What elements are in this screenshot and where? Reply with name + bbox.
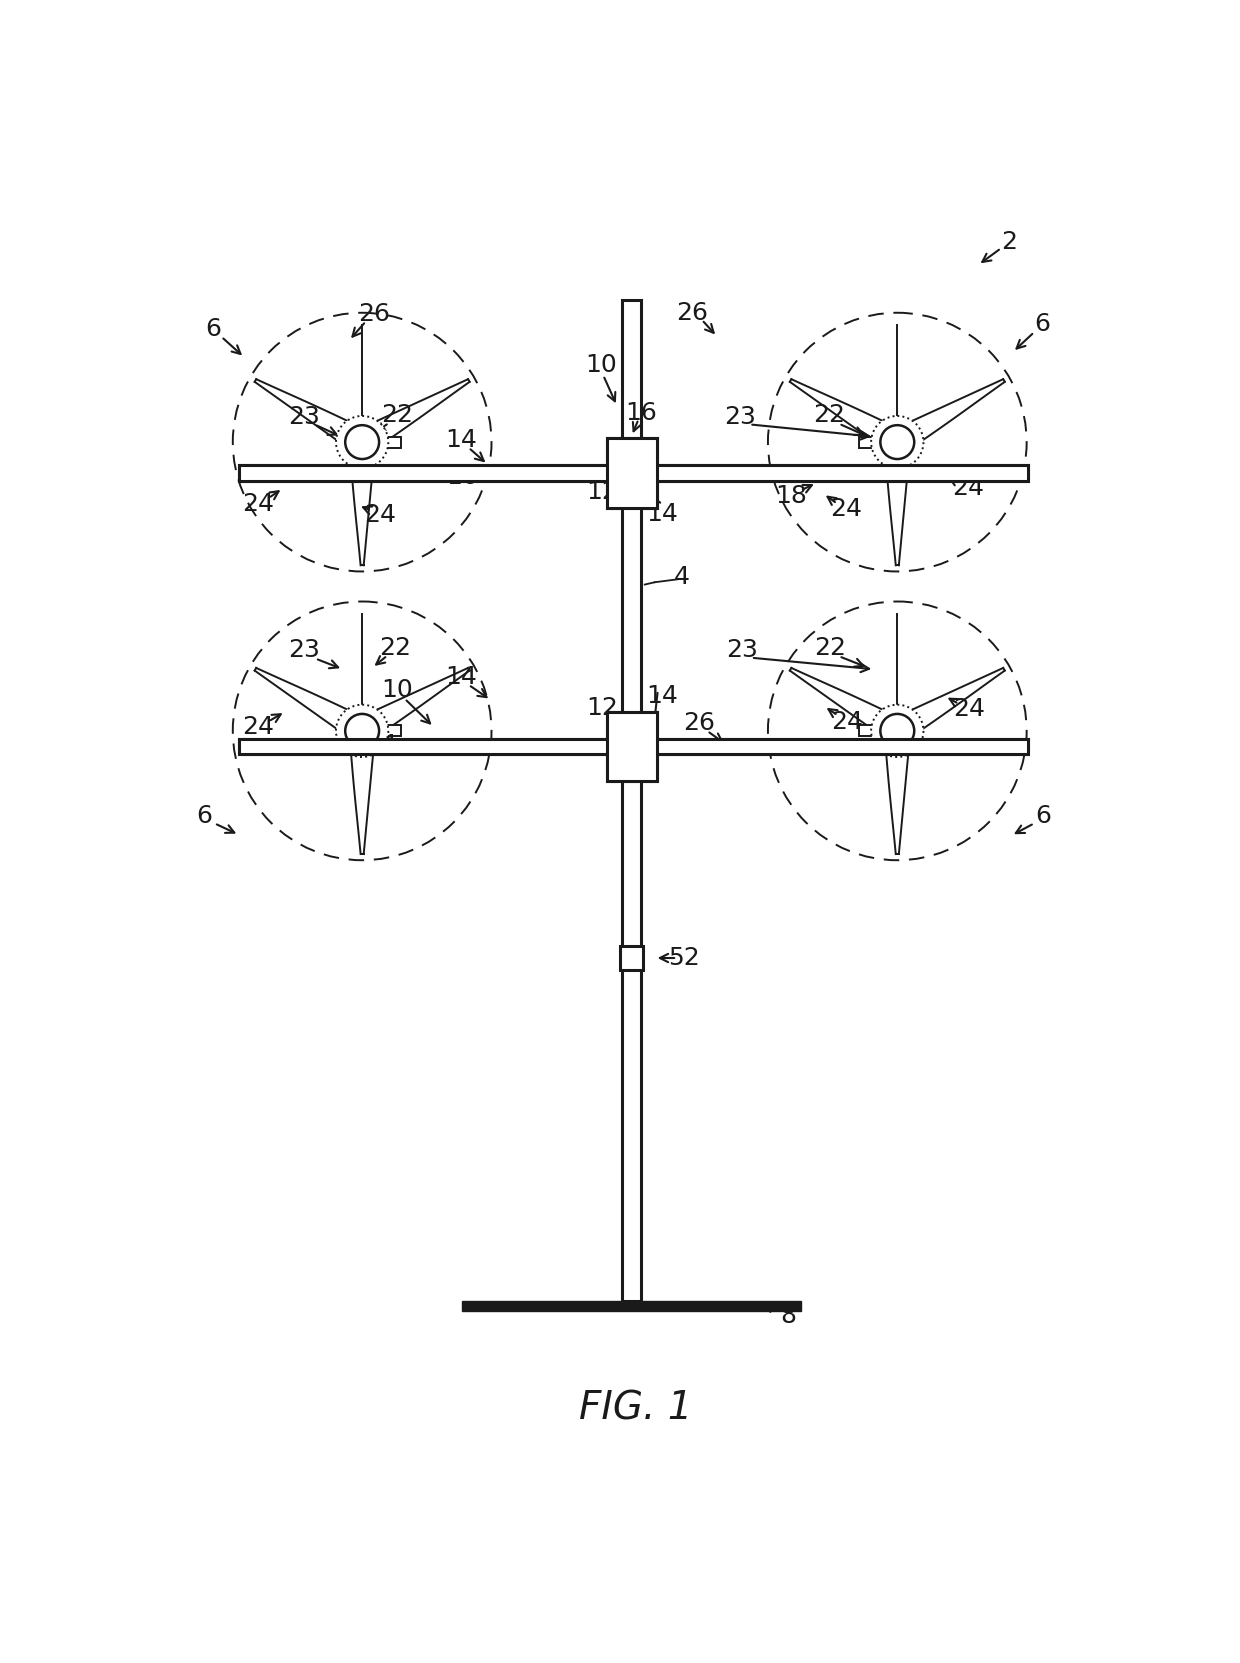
Text: 26: 26 (348, 712, 381, 735)
Text: 14: 14 (646, 502, 678, 526)
Circle shape (880, 713, 914, 748)
Text: 12: 12 (587, 695, 619, 720)
Circle shape (872, 416, 924, 469)
Text: 18: 18 (775, 484, 807, 507)
Text: 14: 14 (445, 665, 476, 688)
Text: 24: 24 (366, 733, 397, 757)
Text: 22: 22 (815, 637, 847, 660)
Bar (606, 439, 657, 507)
Text: 6: 6 (1034, 313, 1050, 336)
Circle shape (336, 705, 388, 757)
Text: 2: 2 (1001, 229, 1017, 254)
Text: 22: 22 (379, 637, 412, 660)
Bar (463, 1300, 801, 1312)
Bar (859, 437, 898, 447)
Text: 26: 26 (676, 301, 708, 324)
Bar (362, 725, 401, 737)
Text: 6: 6 (206, 318, 222, 341)
Text: 26: 26 (683, 712, 715, 735)
Bar (606, 712, 657, 782)
Text: 6: 6 (1035, 803, 1052, 828)
Text: 23: 23 (289, 404, 320, 429)
Text: 23: 23 (725, 639, 758, 662)
Text: 10: 10 (585, 353, 616, 378)
Bar (239, 466, 1028, 481)
Text: 10: 10 (381, 679, 413, 702)
Text: 12: 12 (587, 481, 619, 504)
Text: 24: 24 (952, 476, 985, 501)
Text: 16: 16 (446, 464, 479, 489)
Text: 4: 4 (673, 565, 689, 589)
Circle shape (336, 416, 388, 469)
Text: 24: 24 (952, 697, 985, 722)
Text: 26: 26 (357, 301, 389, 326)
Bar (606, 439, 657, 507)
Text: 8: 8 (780, 1304, 796, 1329)
Circle shape (880, 426, 914, 459)
Bar (622, 299, 641, 1300)
Bar (239, 466, 1028, 481)
Text: 24: 24 (830, 497, 862, 521)
Bar (362, 437, 401, 447)
Bar (606, 712, 657, 782)
Text: 14: 14 (646, 683, 678, 708)
Text: 6: 6 (196, 803, 212, 828)
Text: 23: 23 (289, 639, 320, 662)
Bar (859, 725, 898, 737)
Text: 52: 52 (668, 946, 699, 970)
Text: 24: 24 (831, 710, 863, 733)
Text: 24: 24 (363, 504, 396, 527)
Circle shape (872, 705, 924, 757)
Text: FIG. 1: FIG. 1 (579, 1390, 692, 1427)
Circle shape (345, 713, 379, 748)
Text: 14: 14 (445, 427, 476, 452)
Text: 23: 23 (724, 404, 756, 429)
Text: 24: 24 (242, 715, 274, 738)
Text: 22: 22 (813, 402, 846, 427)
Bar (239, 738, 1028, 753)
Text: 22: 22 (381, 402, 413, 427)
Circle shape (345, 426, 379, 459)
Bar (239, 738, 1028, 753)
Text: 24: 24 (242, 492, 274, 516)
Text: 16: 16 (626, 401, 657, 424)
Bar (620, 946, 644, 970)
